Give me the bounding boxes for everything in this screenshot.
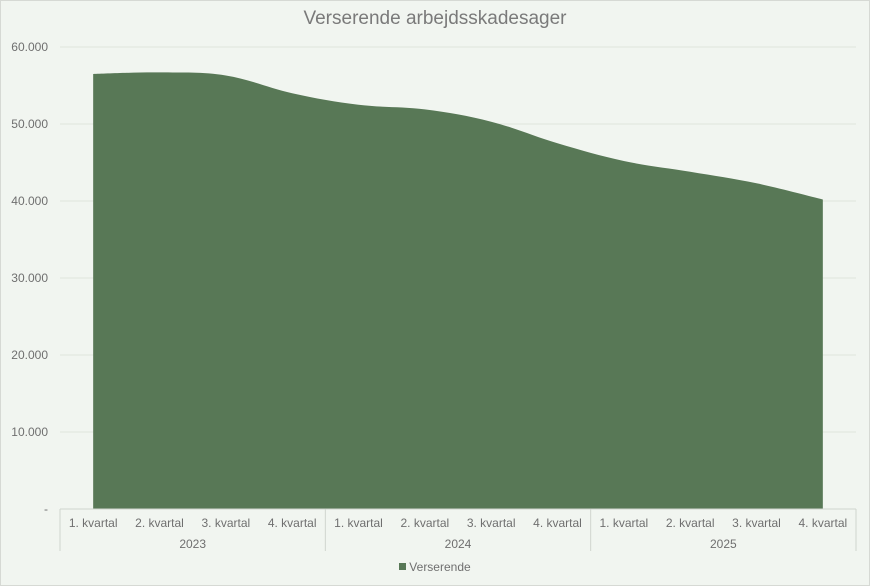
series-area	[93, 72, 823, 509]
x-group-label: 2023	[179, 537, 206, 551]
x-tick-label: 3. kvartal	[732, 516, 781, 530]
x-tick-label: 2. kvartal	[666, 516, 715, 530]
legend-swatch	[399, 563, 407, 570]
legend: Verserende	[0, 560, 870, 574]
x-tick-label: 3. kvartal	[467, 516, 516, 530]
x-tick-label: 1. kvartal	[334, 516, 383, 530]
x-tick-label: 4. kvartal	[798, 516, 847, 530]
x-tick-label: 2. kvartal	[135, 516, 184, 530]
x-tick-label: 2. kvartal	[400, 516, 449, 530]
x-axis: 1. kvartal 2. kvartal 3. kvartal 4. kvartal…	[59, 508, 857, 551]
x-group-label: 2025	[710, 537, 737, 551]
y-tick-label: 30.000	[11, 271, 48, 285]
y-tick-label: 50.000	[11, 117, 48, 131]
x-tick-label: 1. kvartal	[69, 516, 118, 530]
x-tick-label: 4. kvartal	[533, 516, 582, 530]
chart-title: Verserende arbejdsskadesager	[303, 8, 567, 29]
x-tick-label: 1. kvartal	[599, 516, 648, 530]
y-tick-label: 40.000	[11, 194, 48, 208]
y-axis: - 10.000 20.000 30.000 40.000 50.000 60.000	[11, 40, 48, 516]
x-tick-label: 4. kvartal	[268, 516, 317, 530]
area-series-verserende	[93, 72, 823, 509]
x-group-label: 2024	[445, 537, 472, 551]
y-tick-label: 20.000	[11, 348, 48, 362]
y-tick-label: 60.000	[11, 40, 48, 54]
y-tick-label: 10.000	[11, 425, 48, 439]
y-tick-label: -	[44, 502, 48, 516]
legend-label: Verserende	[409, 560, 471, 574]
x-tick-label: 3. kvartal	[201, 516, 250, 530]
